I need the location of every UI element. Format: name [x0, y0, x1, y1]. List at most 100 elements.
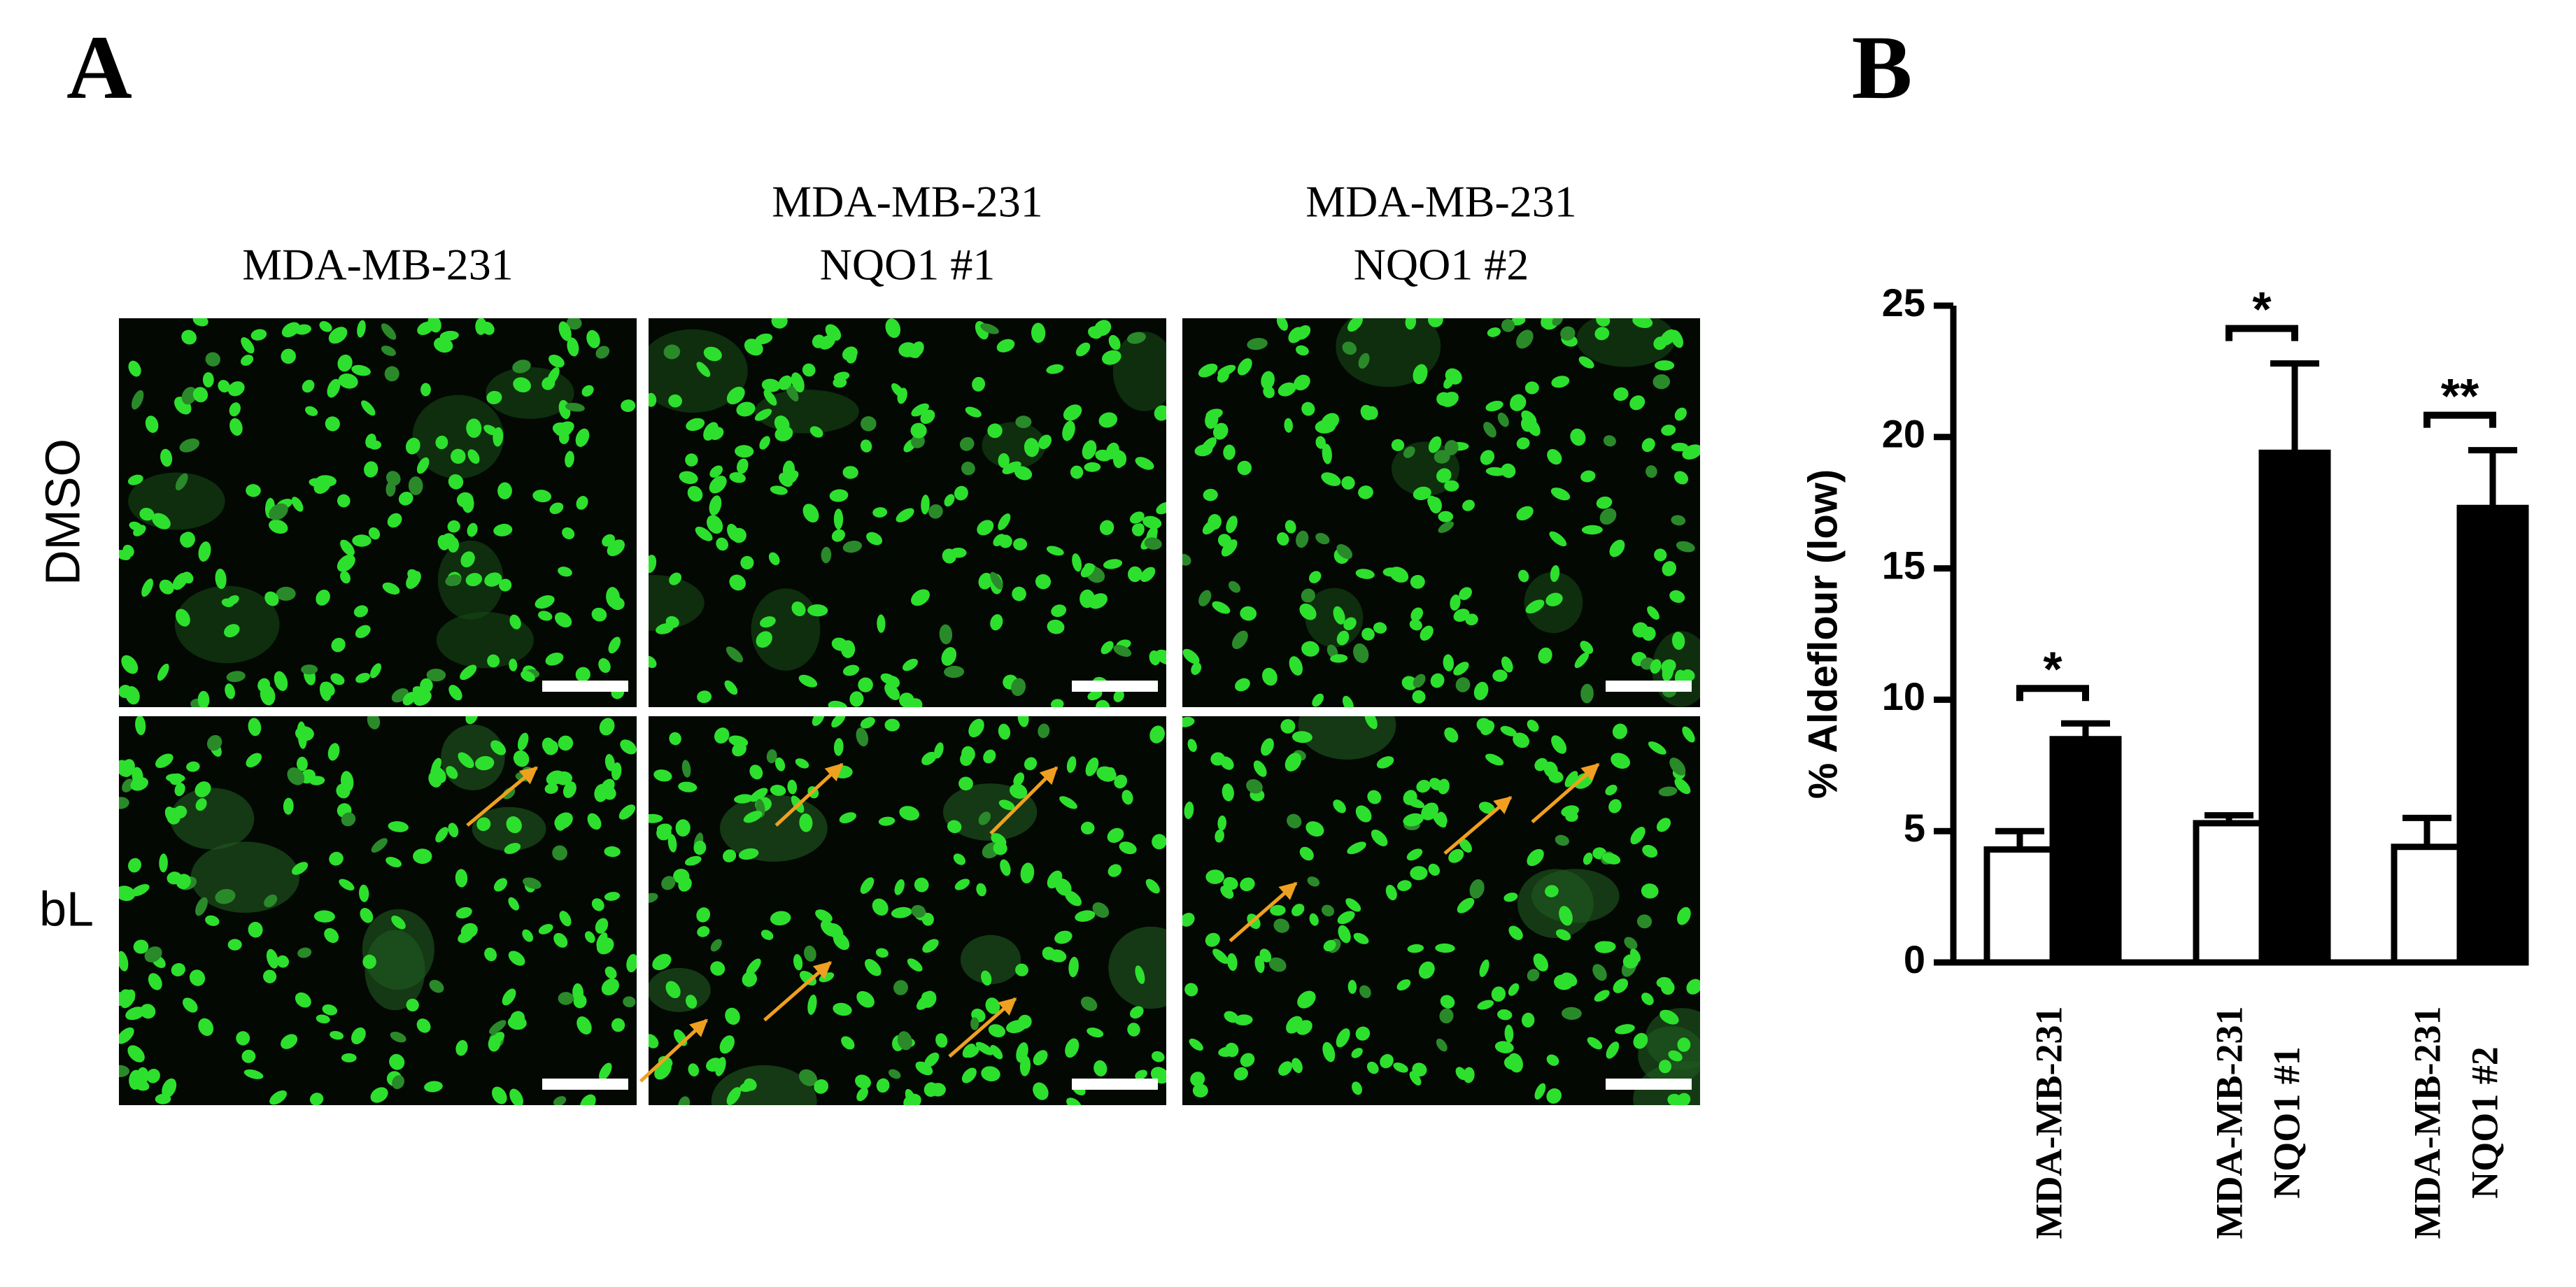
cell — [1367, 790, 1382, 804]
significance-label: ** — [2441, 369, 2479, 423]
cell — [1453, 662, 1469, 676]
cell — [793, 954, 803, 971]
cell — [1347, 979, 1357, 994]
cell — [1226, 515, 1238, 534]
cell — [1155, 649, 1166, 665]
cell — [1278, 382, 1296, 397]
cell — [1629, 395, 1646, 411]
cell — [1391, 439, 1405, 452]
cell — [1095, 449, 1112, 462]
cell — [368, 527, 381, 540]
column-header: MDA-MB-231 — [772, 177, 1043, 227]
cell — [119, 797, 129, 809]
cell — [1570, 428, 1586, 446]
cell — [328, 327, 348, 344]
cell — [1088, 326, 1103, 339]
cell — [226, 671, 246, 683]
cell — [1541, 318, 1551, 328]
cell — [420, 383, 431, 397]
cell — [340, 771, 354, 792]
cell — [455, 1039, 468, 1056]
cell — [728, 735, 749, 747]
cell — [407, 569, 420, 581]
cell — [941, 647, 957, 666]
cell — [587, 813, 602, 830]
cell — [1046, 364, 1064, 374]
micrograph — [119, 318, 637, 707]
cell — [1268, 957, 1287, 972]
cell — [725, 1007, 740, 1025]
cell — [1435, 943, 1455, 953]
cell — [194, 781, 211, 797]
cell — [1015, 963, 1028, 976]
cell — [131, 884, 150, 897]
cell — [148, 973, 162, 990]
cell — [1479, 959, 1489, 977]
cell — [1342, 695, 1354, 707]
cell — [649, 655, 657, 669]
cell — [1094, 1060, 1107, 1076]
cell — [1301, 401, 1315, 416]
cell — [1184, 983, 1198, 997]
cell — [710, 961, 726, 976]
cell — [649, 813, 663, 823]
cell — [1376, 756, 1394, 769]
cell — [856, 1087, 868, 1102]
cell — [487, 654, 500, 668]
cell — [1555, 834, 1569, 846]
cell — [1559, 906, 1573, 926]
cell — [447, 520, 460, 533]
cell — [1226, 953, 1238, 972]
cell — [337, 354, 353, 372]
cell — [576, 496, 588, 510]
cell — [1445, 368, 1462, 385]
cell — [1033, 1050, 1048, 1066]
cell — [849, 691, 864, 707]
cell — [1135, 523, 1145, 536]
column-header: MDA-MB-231 — [1305, 177, 1577, 227]
cell — [795, 758, 809, 769]
y-tick-label: 15 — [1882, 543, 1925, 587]
cell — [330, 673, 345, 685]
cell — [132, 767, 143, 785]
cell — [621, 399, 636, 413]
cell — [988, 1024, 1006, 1037]
cell — [1068, 956, 1079, 978]
cell — [1661, 425, 1676, 436]
cell — [885, 318, 901, 339]
cell — [1641, 438, 1655, 453]
cell — [911, 589, 930, 606]
cell — [281, 322, 300, 338]
cell — [1403, 790, 1417, 805]
cell — [1212, 948, 1229, 964]
cell — [1413, 674, 1426, 688]
significance-label: * — [2252, 282, 2272, 336]
cell — [509, 614, 521, 630]
cell — [855, 1074, 871, 1089]
cell — [455, 869, 468, 888]
cell — [498, 523, 512, 533]
cell — [1599, 508, 1617, 525]
cell — [856, 727, 869, 747]
cell — [1015, 415, 1032, 429]
cell — [833, 1002, 852, 1016]
cell — [872, 898, 889, 916]
cell — [322, 1004, 338, 1016]
cell — [512, 360, 531, 374]
cell — [1345, 898, 1361, 912]
cell — [1650, 659, 1662, 674]
cell — [361, 400, 376, 416]
cell — [972, 376, 986, 392]
cell — [1107, 827, 1124, 843]
x-tick-label: MDA-MB-231 — [2406, 1007, 2448, 1239]
cell — [744, 1078, 757, 1091]
cell — [447, 536, 459, 553]
cell — [771, 318, 788, 329]
cell — [763, 390, 777, 406]
cell — [1024, 438, 1040, 457]
cell — [1307, 876, 1320, 887]
cell — [558, 567, 572, 577]
cell — [246, 484, 261, 497]
cell — [1212, 422, 1229, 440]
